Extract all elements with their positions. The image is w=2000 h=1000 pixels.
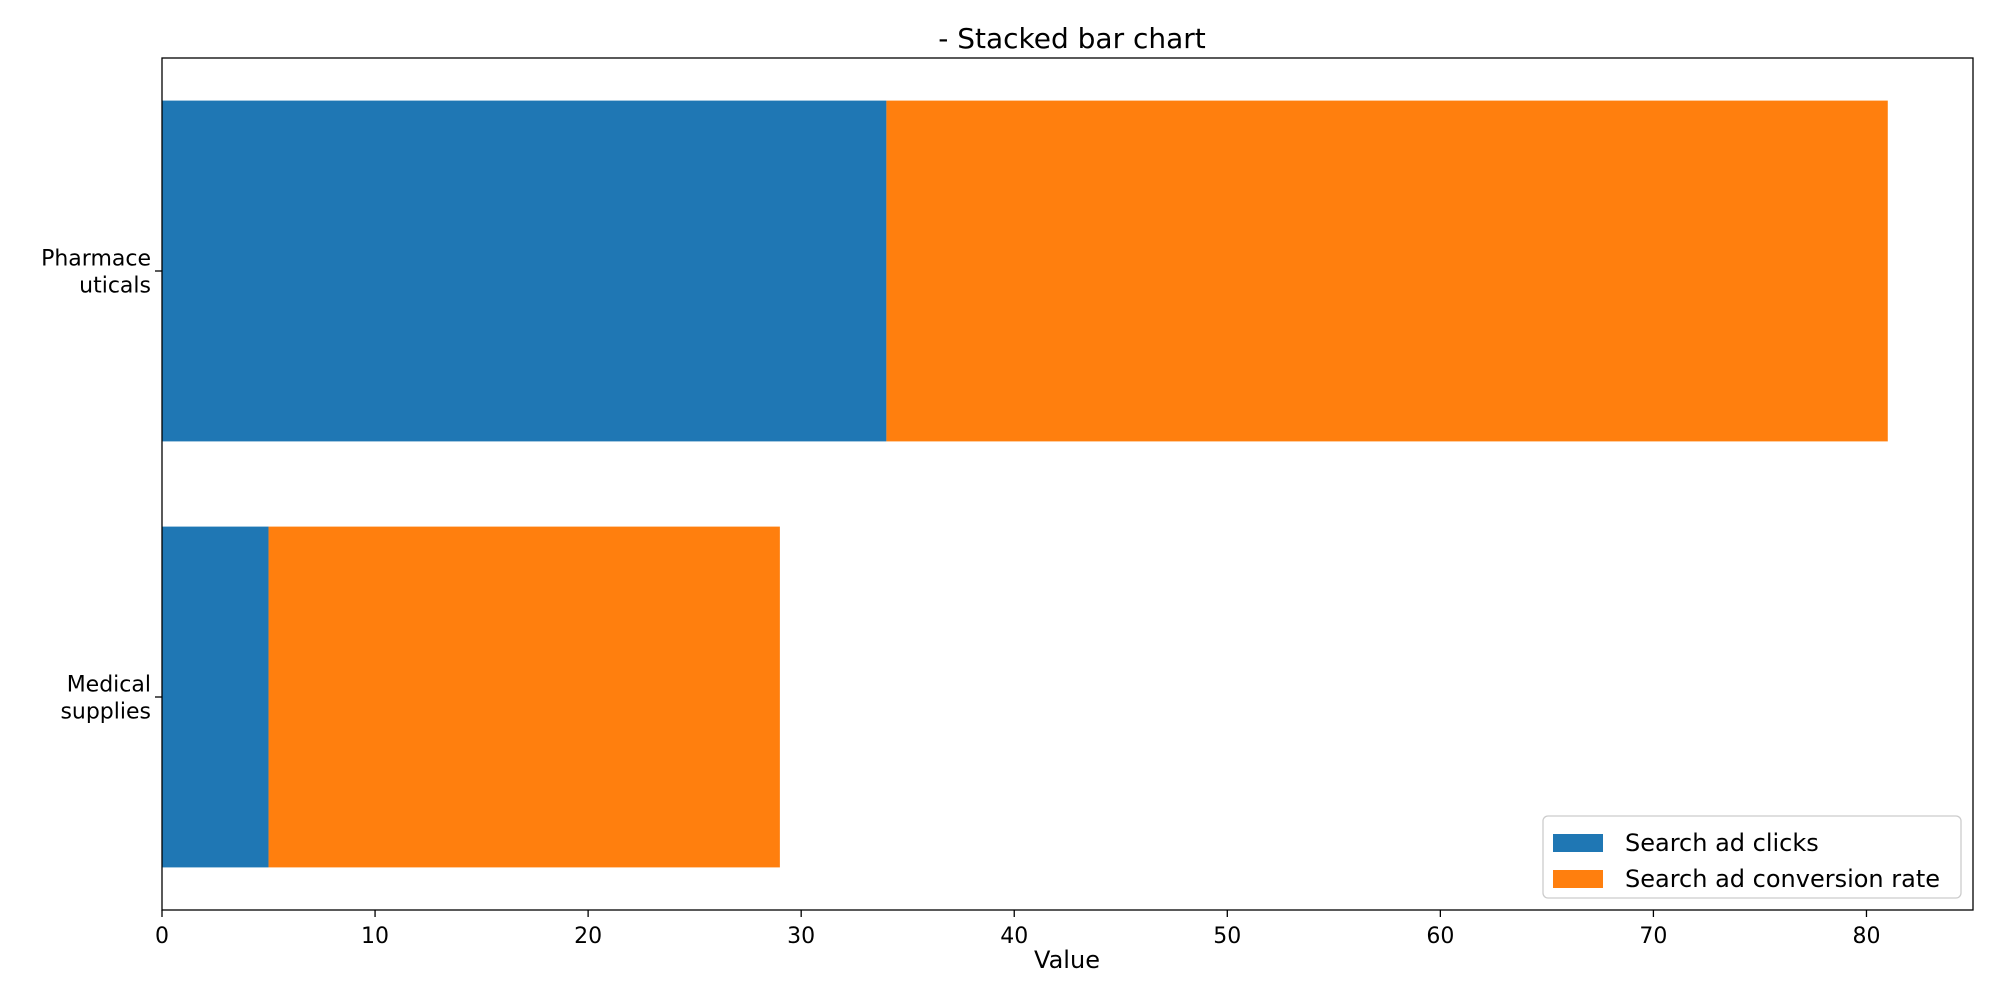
x-axis-label: Value (1034, 946, 1100, 974)
chart-title: - Stacked bar chart (938, 22, 1206, 55)
x-tick-label-60: 60 (1426, 924, 1454, 949)
legend-box (1542, 815, 1962, 899)
bars-layer (162, 100, 1888, 868)
x-tick-label-20: 20 (574, 924, 602, 949)
bar-clicks-1 (162, 526, 269, 868)
y-axis-ticks: Pharmace uticals Medical supplies (41, 247, 162, 725)
plot-frame (161, 57, 1974, 911)
x-tick-label-0: 0 (155, 924, 169, 949)
legend-label-1: Search ad conversion rate (1625, 865, 1940, 893)
legend: Search ad clicks Search ad conversion rat… (1542, 815, 1962, 899)
x-tick-label-50: 50 (1213, 924, 1241, 949)
legend-label-0: Search ad clicks (1625, 829, 1819, 857)
x-tick-label-10: 10 (361, 924, 389, 949)
legend-swatch-0 (1553, 834, 1603, 852)
y-tick-label-1: Medical supplies (60, 673, 151, 725)
bar-clicks-0 (162, 100, 887, 442)
y-tick-label-0: Pharmace uticals (41, 247, 151, 299)
x-tick-label-40: 40 (1000, 924, 1028, 949)
x-tick-label-80: 80 (1852, 924, 1880, 949)
legend-swatch-1 (1553, 870, 1603, 888)
x-tick-label-30: 30 (787, 924, 815, 949)
bar-conversion-0 (886, 100, 1888, 442)
x-tick-label-70: 70 (1639, 924, 1667, 949)
bar-conversion-1 (268, 526, 780, 868)
x-axis-ticks: 0 10 20 30 40 50 60 70 80 (155, 910, 1880, 949)
